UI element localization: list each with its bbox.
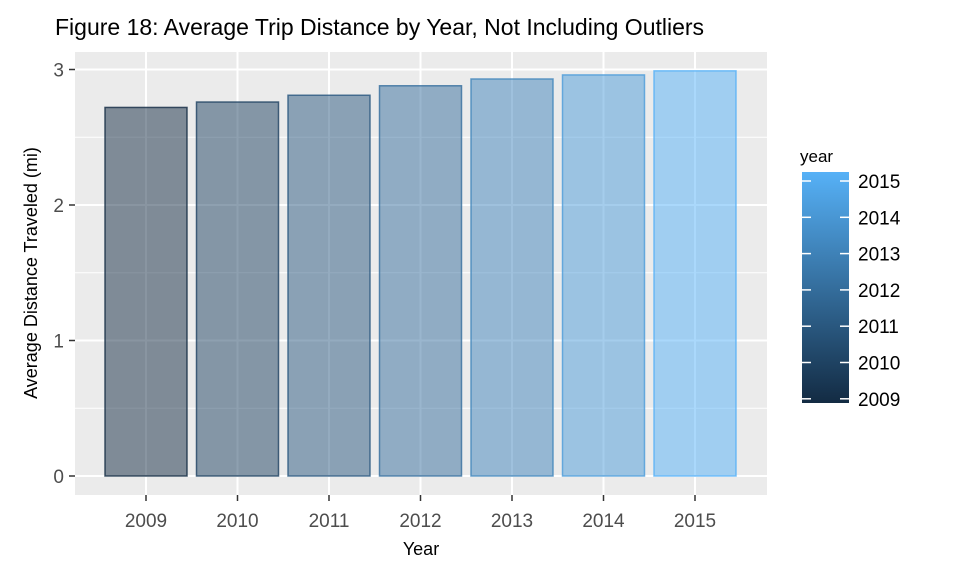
x-tick-label: 2013 xyxy=(491,511,533,532)
legend-label: 2015 xyxy=(858,172,900,193)
legend-label: 2009 xyxy=(858,390,900,411)
x-tick-label: 2012 xyxy=(399,511,441,532)
x-axis: 2009 2010 2011 2012 2013 2014 2015 xyxy=(125,495,716,532)
legend-ticks: 2015 2014 2013 2012 2011 2010 2009 xyxy=(802,172,901,411)
bar-2013 xyxy=(470,78,554,477)
legend: year 2015 2014 2013 2012 2011 2010 2009 xyxy=(800,147,901,411)
legend-colorbar xyxy=(802,172,849,403)
legend-label: 2011 xyxy=(858,317,899,338)
y-tick-label: 2 xyxy=(53,196,64,217)
legend-label: 2010 xyxy=(858,354,900,375)
bar-2010 xyxy=(195,101,280,477)
y-tick-label: 3 xyxy=(53,61,64,82)
x-tick-label: 2011 xyxy=(309,511,350,532)
bar-2015 xyxy=(653,70,737,477)
legend-label: 2012 xyxy=(858,281,900,302)
bar-2009 xyxy=(104,106,188,477)
y-tick-label: 1 xyxy=(53,332,64,353)
y-axis-title: Average Distance Traveled (mi) xyxy=(21,147,41,399)
bars xyxy=(104,70,737,477)
bar-2014 xyxy=(561,74,646,477)
x-tick-label: 2015 xyxy=(674,511,716,532)
legend-title: year xyxy=(800,147,833,166)
x-tick-label: 2010 xyxy=(216,511,258,532)
y-axis: 0 1 2 3 xyxy=(53,61,75,488)
x-tick-label: 2014 xyxy=(582,511,625,532)
bar-2012 xyxy=(378,85,463,477)
bar-2011 xyxy=(287,94,371,477)
legend-label: 2014 xyxy=(858,208,901,229)
legend-label: 2013 xyxy=(858,245,900,266)
chart-title: Figure 18: Average Trip Distance by Year… xyxy=(55,14,704,40)
x-tick-label: 2009 xyxy=(125,511,167,532)
x-axis-title: Year xyxy=(403,539,439,559)
y-tick-label: 0 xyxy=(53,467,64,488)
